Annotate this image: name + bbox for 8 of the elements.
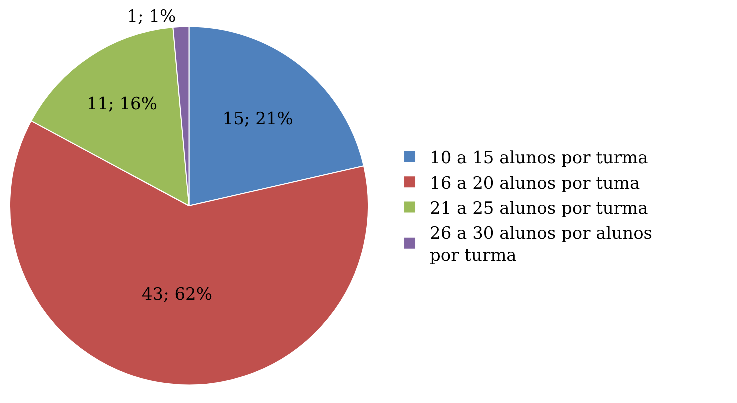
data-label: 43; 62%	[142, 284, 212, 305]
data-label: 11; 16%	[86, 94, 158, 114]
legend-label: 21 a 25 alunos por turma	[430, 198, 648, 219]
legend-label: 10 a 15 alunos por turma	[430, 148, 648, 169]
data-label: 15; 21%	[222, 110, 294, 130]
data-label: 1; 1%	[127, 6, 176, 27]
legend-label: 16 a 20 alunos por tuma	[430, 174, 640, 194]
legend-label: 26 a 30 alunos por alunos por turma	[430, 224, 653, 266]
